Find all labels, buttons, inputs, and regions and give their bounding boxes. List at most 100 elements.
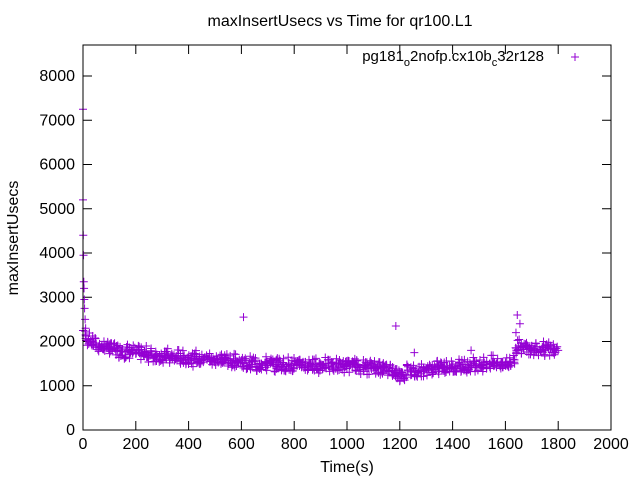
data-point-outlier: [239, 313, 248, 322]
data-point-density: [174, 346, 183, 355]
data-point-outlier: [410, 348, 419, 357]
data-point-density: [534, 351, 543, 360]
chart-title: maxInsertUsecs vs Time for qr100.L1: [208, 13, 473, 30]
y-tick-label: 3000: [39, 289, 75, 306]
data-point-outlier: [80, 295, 89, 304]
y-tick-label: 8000: [39, 68, 75, 85]
legend-subscript: o: [404, 57, 410, 69]
data-point-density: [151, 347, 160, 356]
data-point-density: [447, 357, 456, 366]
data-point-outlier: [467, 346, 476, 355]
data-point-density: [165, 358, 174, 367]
data-point-density: [279, 354, 288, 363]
data-point-density: [550, 350, 559, 359]
data-point-density: [352, 356, 361, 365]
data-point-density: [246, 352, 255, 361]
data-point-density: [204, 353, 213, 362]
y-tick-label: 2000: [39, 334, 75, 351]
x-tick-label: 2000: [593, 436, 629, 453]
y-tick-label: 7000: [39, 112, 75, 129]
x-tick-label: 1800: [540, 436, 576, 453]
data-point-density: [205, 349, 214, 358]
data-point-density: [434, 367, 443, 376]
data-point-density: [301, 357, 310, 366]
y-tick-label: 0: [66, 422, 75, 439]
data-point-density: [147, 344, 156, 353]
data-point-outlier: [80, 304, 89, 313]
x-axis-label: Time(s): [320, 459, 374, 476]
data-point-density: [400, 376, 409, 385]
data-point-density: [336, 363, 345, 372]
data-point-density: [328, 358, 337, 367]
data-point-density: [186, 356, 195, 365]
data-point-density: [409, 361, 418, 370]
data-point-density: [220, 355, 229, 364]
data-point-density: [189, 362, 198, 371]
data-point: [554, 346, 563, 355]
data-point-density: [442, 368, 451, 377]
data-point-outlier: [81, 315, 90, 324]
data-point-density: [311, 354, 320, 363]
data-point-density: [262, 366, 271, 375]
data-point-density: [521, 340, 530, 349]
data-point-density: [552, 344, 561, 353]
data-point-density: [457, 356, 466, 365]
data-point-density: [531, 339, 540, 348]
data-point-density: [91, 334, 100, 343]
data-point-outlier: [511, 328, 520, 337]
x-tick-label: 600: [228, 436, 255, 453]
data-point-density: [428, 370, 437, 379]
data-point-density: [515, 335, 524, 344]
data-point-density: [510, 358, 519, 367]
data-point-density: [400, 374, 409, 383]
data-point-density: [379, 359, 388, 368]
data-point-density: [345, 368, 354, 377]
data-point-density: [125, 354, 134, 363]
data-point-density: [162, 347, 171, 356]
data-point-density: [112, 341, 121, 350]
data-point-density: [553, 342, 562, 351]
data-point-density: [120, 353, 129, 362]
data-point-density: [191, 346, 200, 355]
x-tick-label: 1000: [329, 436, 365, 453]
data-point-density: [241, 354, 250, 363]
legend-part: pg181: [362, 48, 404, 65]
data-point-density: [163, 344, 172, 353]
legend: pg181o2nofp.cx10bc32r128: [362, 48, 579, 69]
data-point-density: [222, 350, 231, 359]
plot-border: [82, 44, 612, 431]
data-point-density: [397, 368, 406, 377]
y-tick-label: 6000: [39, 157, 75, 174]
data-point-density: [479, 353, 488, 362]
data-point-density: [257, 359, 266, 368]
y-tick-label: 4000: [39, 245, 75, 262]
x-tick-label: 1400: [435, 436, 471, 453]
x-tick-label: 200: [122, 436, 149, 453]
data-point-density: [363, 370, 372, 379]
x-tick-label: 800: [281, 436, 308, 453]
data-point-density: [142, 342, 151, 351]
data-point-density: [144, 358, 153, 367]
data-point-outlier: [79, 251, 88, 260]
data-points: [79, 105, 563, 386]
legend-part: 32r128: [497, 48, 544, 65]
data-point-density: [487, 351, 496, 360]
data-point-density: [181, 355, 190, 364]
data-point-outlier: [80, 284, 89, 293]
data-point-density: [289, 363, 298, 372]
data-point-density: [417, 360, 426, 369]
legend-part: 2nofp.cx10b: [410, 48, 492, 65]
data-point-density: [303, 366, 312, 375]
x-tick-label: 1600: [488, 436, 524, 453]
x-tick-label: 1200: [382, 436, 418, 453]
data-point-density: [136, 355, 145, 364]
x-tick-label: 400: [175, 436, 202, 453]
data-point-outlier: [513, 310, 522, 319]
data-point-density: [419, 372, 428, 381]
data-point-density: [310, 355, 319, 364]
data-point-density: [340, 362, 349, 371]
y-axis-label: maxInsertUsecs: [5, 181, 22, 296]
legend-label: pg181o2nofp.cx10bc32r128: [362, 48, 544, 69]
data-point-outlier: [391, 322, 400, 331]
x-tick-label: 0: [79, 436, 88, 453]
